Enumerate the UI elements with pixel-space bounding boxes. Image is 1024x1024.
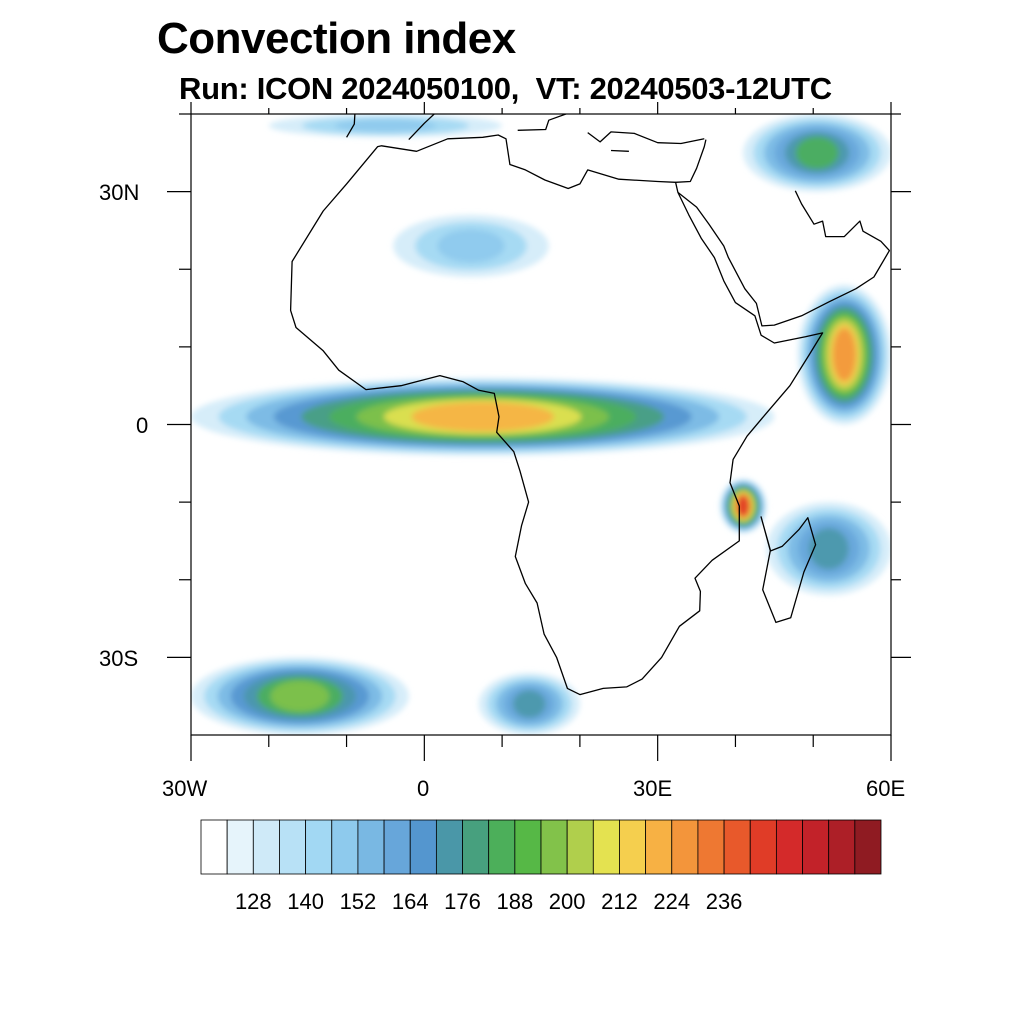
south-africa-frontal-band-level [513,690,546,718]
colorbar-box [645,819,673,875]
colorbar-box [619,819,647,875]
colorbar-box [540,819,568,875]
convection-field [191,114,891,735]
iberia-coastline [346,114,356,138]
colorbar-tick-label: 176 [444,889,481,914]
mozambique-channel-band-level [808,528,849,570]
madagascar-coastline [760,516,817,624]
colorbar-box [357,819,385,875]
colorbar-box [775,819,803,875]
lon-label-60e: 60E [866,776,906,801]
tanzania-coast-cell [719,478,767,534]
colorbar-tick-label: 152 [339,889,377,914]
south-atlantic-frontal-band [191,657,409,735]
arabia-coastline [677,190,891,327]
colorbar-box [723,819,751,875]
colorbar-box [592,819,620,875]
arabian-sea-convection [797,284,891,425]
colorbar-box [514,819,542,875]
south-africa-frontal-band [478,672,580,735]
crete-coastline [610,149,629,152]
mozambique-channel-band [766,502,891,596]
mediterranean-band [268,114,503,138]
lon-label-30e: 30E [633,776,673,801]
middle-east-convection [743,114,891,192]
colorbar-tick-label: 128 [234,889,272,914]
colorbar-box [749,819,777,875]
colorbar-box [305,819,333,875]
colorbar-box [697,819,725,875]
colorbar-box [226,819,254,875]
sahara-cloud-streak-level [437,229,505,263]
colorbar-tick-label: 212 [601,889,638,914]
colorbar-box [252,819,280,875]
tanzania-coast-cell-level [737,496,749,516]
lat-label-30s: 30S [99,646,139,671]
south-atlantic-frontal-band-level [270,680,330,712]
colorbar-tick-label: 200 [548,889,586,914]
colorbar-tick-label: 140 [287,889,324,914]
arabian-sea-convection-level [832,328,856,382]
aegean-turkey-coastline [587,131,705,145]
colorbar-tick-label: 188 [496,889,534,914]
colorbar-box [828,819,856,875]
equatorial-convection-band [191,377,775,456]
colorbar-tick-label: 236 [705,889,743,914]
lat-label-0: 0 [136,413,149,438]
colorbar-box [409,819,437,875]
colorbar-box [435,819,463,875]
italy-south-coastline [517,114,568,131]
africa-coastline [289,134,824,696]
equatorial-convection-band-level [411,402,554,432]
mediterranean-band-level [334,119,437,132]
colorbar-box [383,819,411,875]
colorbar-box [462,819,490,875]
sahara-cloud-streak [393,214,549,278]
colorbar-box [331,819,359,875]
lon-label-30w: 30W [162,776,208,801]
spain-east-coastline [408,114,436,141]
chart-title: Convection index [157,14,516,63]
colorbar-box [854,819,882,875]
colorbar-box [671,819,699,875]
colorbar-box [802,819,830,875]
lat-label-30n: 30N [99,180,140,205]
colorbar-box [279,819,307,875]
middle-east-convection-level [795,136,839,169]
levant-coastline [675,139,707,183]
lon-label-0: 0 [417,776,430,801]
colorbar-box [488,819,516,875]
chart-subtitle: Run: ICON 2024050100, VT: 20240503-12UTC [179,71,832,106]
colorbar-tick-label: 224 [653,889,691,914]
colorbar-tick-label: 164 [391,889,429,914]
colorbar-box [200,819,228,875]
colorbar-box [566,819,594,875]
